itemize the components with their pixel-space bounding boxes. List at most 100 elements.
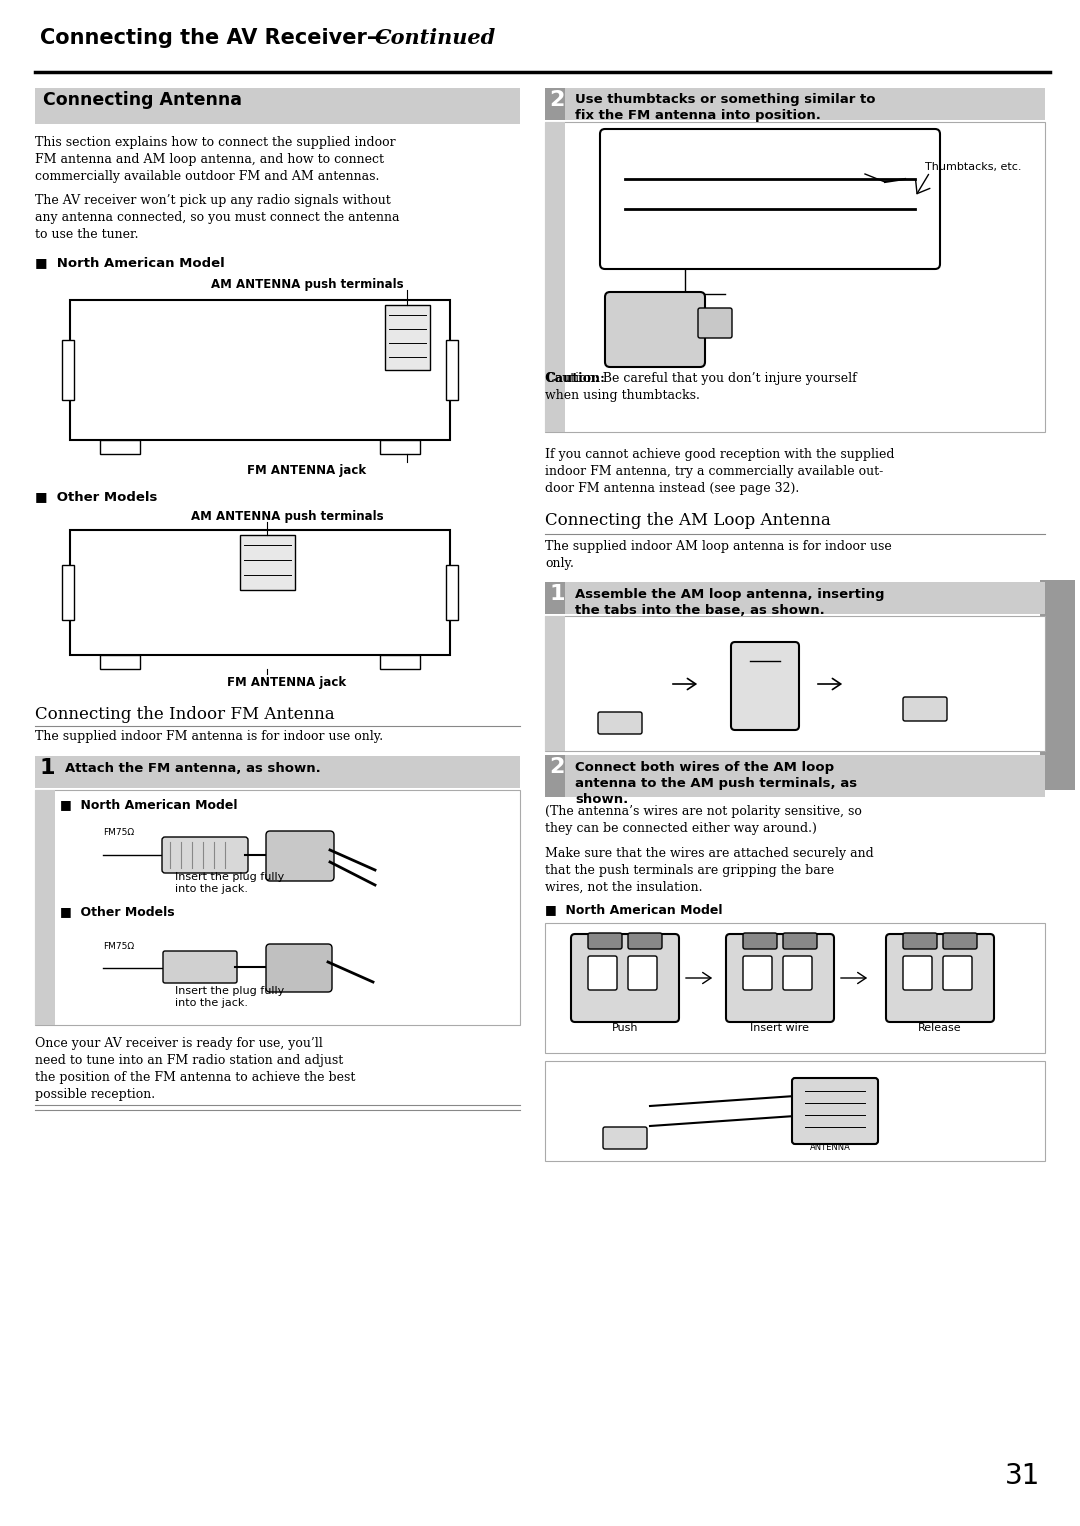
Bar [545,122,1045,432]
Text: FM75Ω: FM75Ω [103,829,134,836]
Bar [35,790,519,1025]
Bar [62,340,75,400]
Text: If you cannot achieve good reception with the supplied
indoor FM antenna, try a : If you cannot achieve good reception wit… [545,449,894,494]
Ellipse shape [291,842,310,868]
Bar [446,340,458,400]
FancyBboxPatch shape [162,836,248,873]
Text: The supplied indoor AM loop antenna is for indoor use
only.: The supplied indoor AM loop antenna is f… [545,540,892,571]
Bar [240,536,295,591]
Text: FM75Ω: FM75Ω [103,942,134,951]
Text: Make sure that the wires are attached securely and
that the push terminals are g: Make sure that the wires are attached se… [545,847,874,894]
Ellipse shape [300,555,314,569]
FancyBboxPatch shape [726,934,834,1022]
Bar [545,89,1045,121]
Text: 31: 31 [1004,1462,1040,1489]
Bar [446,565,458,620]
Bar [545,581,565,613]
Text: Use thumbtacks or something similar to
fix the FM antenna into position.: Use thumbtacks or something similar to f… [575,93,876,122]
FancyBboxPatch shape [903,955,932,990]
FancyBboxPatch shape [903,932,937,949]
Bar [62,565,75,620]
FancyBboxPatch shape [698,308,732,337]
Ellipse shape [82,964,87,971]
FancyBboxPatch shape [903,697,947,720]
Bar [545,122,565,432]
Text: Caution:: Caution: [545,372,605,385]
Ellipse shape [677,298,692,310]
Bar [545,1061,1045,1161]
Text: Connect both wires of the AM loop
antenna to the AM push terminals, as
shown.: Connect both wires of the AM loop antenn… [575,761,858,806]
Ellipse shape [827,166,882,221]
Ellipse shape [67,951,103,986]
FancyBboxPatch shape [600,130,940,269]
Bar [35,89,519,124]
FancyBboxPatch shape [588,932,622,949]
Text: 2: 2 [549,90,565,110]
Text: FM ANTENNA jack: FM ANTENNA jack [228,676,347,690]
FancyBboxPatch shape [571,934,679,1022]
Ellipse shape [289,955,309,981]
Bar [35,790,55,1025]
Text: AM ANTENNA push terminals: AM ANTENNA push terminals [191,510,383,523]
FancyBboxPatch shape [627,955,657,990]
FancyBboxPatch shape [588,955,617,990]
FancyBboxPatch shape [266,832,334,881]
Ellipse shape [82,852,87,858]
Ellipse shape [639,322,651,336]
Bar [545,755,565,797]
Bar [545,617,565,751]
Text: ■  Other Models: ■ Other Models [60,905,175,919]
Text: FM ANTENNA jack: FM ANTENNA jack [247,464,366,478]
Text: Attach the FM antenna, as shown.: Attach the FM antenna, as shown. [65,761,321,775]
Bar [70,530,450,655]
Text: AM ANTENNA push terminals: AM ANTENNA push terminals [211,278,403,291]
FancyBboxPatch shape [598,713,642,734]
Bar [545,581,1045,613]
Ellipse shape [631,314,659,343]
Ellipse shape [401,372,413,385]
Text: Insert the plug fully
into the jack.: Insert the plug fully into the jack. [175,871,284,894]
Text: Insert wire: Insert wire [751,1022,810,1033]
Text: The supplied indoor FM antenna is for indoor use only.: The supplied indoor FM antenna is for in… [35,729,383,743]
Bar [545,923,1045,1053]
Text: Release: Release [918,1022,962,1033]
Text: 1: 1 [39,758,54,778]
Text: Once your AV receiver is ready for use, you’ll
need to tune into an FM radio sta: Once your AV receiver is ready for use, … [35,1038,355,1100]
Text: ■  North American Model: ■ North American Model [60,798,238,810]
Bar [100,655,140,668]
FancyBboxPatch shape [943,932,977,949]
FancyBboxPatch shape [886,934,994,1022]
Bar [545,89,565,121]
Ellipse shape [600,1083,650,1149]
Bar [380,439,420,455]
Ellipse shape [900,638,950,703]
Ellipse shape [230,960,240,974]
Bar [545,755,1045,797]
Text: ■  Other Models: ■ Other Models [35,490,158,504]
Text: Connecting Antenna: Connecting Antenna [43,92,242,108]
Text: Caution: Be careful that you don’t injure yourself
when using thumbtacks.: Caution: Be careful that you don’t injur… [545,372,856,401]
Text: (The antenna’s wires are not polarity sensitive, so
they can be connected either: (The antenna’s wires are not polarity se… [545,806,862,835]
Text: Assemble the AM loop antenna, inserting
the tabs into the base, as shown.: Assemble the AM loop antenna, inserting … [575,588,885,617]
FancyBboxPatch shape [605,291,705,366]
FancyBboxPatch shape [783,932,816,949]
Text: The AV receiver won’t pick up any radio signals without
any antenna connected, s: The AV receiver won’t pick up any radio … [35,194,400,241]
Bar [545,617,1045,751]
FancyBboxPatch shape [943,955,972,990]
Bar [35,755,519,787]
FancyBboxPatch shape [731,642,799,729]
FancyBboxPatch shape [603,1128,647,1149]
FancyBboxPatch shape [792,1077,878,1144]
Bar [1040,580,1075,790]
Text: Push: Push [611,1022,638,1033]
Bar [384,305,430,369]
Bar [380,655,420,668]
Text: ■  North American Model: ■ North American Model [35,256,225,269]
Ellipse shape [67,836,103,873]
FancyBboxPatch shape [627,932,662,949]
Text: This section explains how to connect the supplied indoor
FM antenna and AM loop : This section explains how to connect the… [35,136,395,183]
Text: 2: 2 [549,757,565,777]
Bar [100,439,140,455]
Text: ■  North American Model: ■ North American Model [545,903,723,916]
FancyBboxPatch shape [266,945,332,992]
